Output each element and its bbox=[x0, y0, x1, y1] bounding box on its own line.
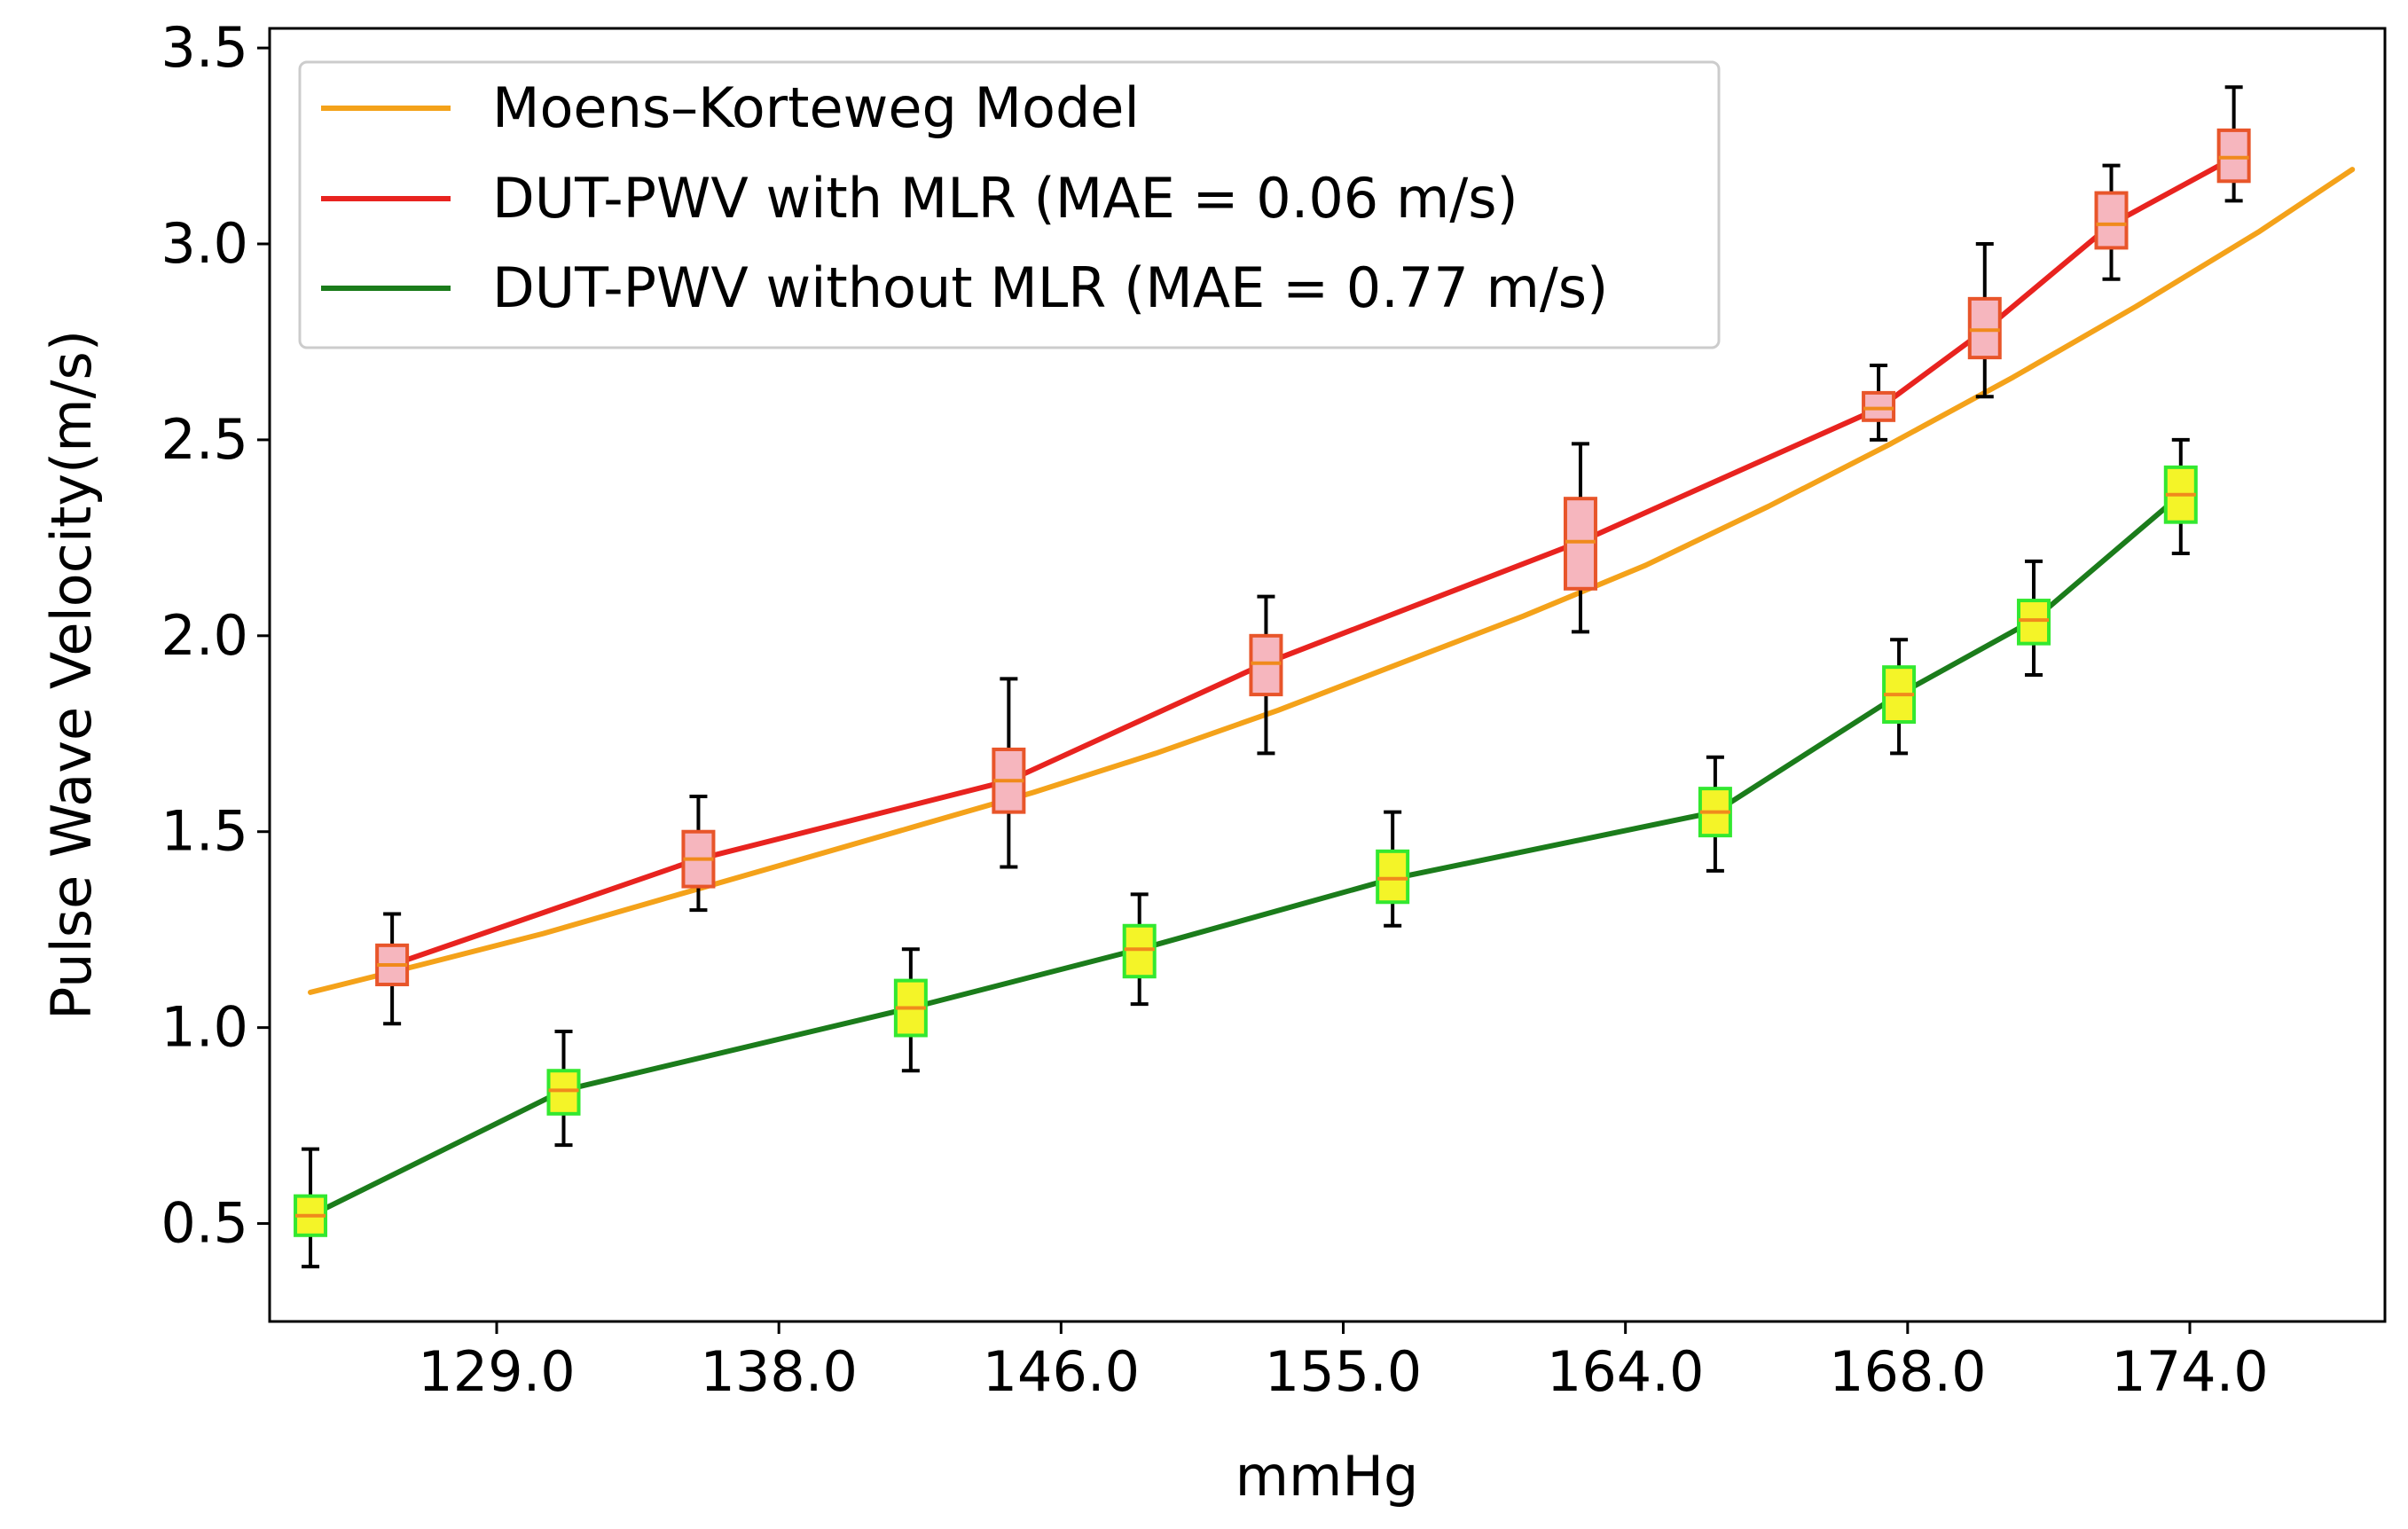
box-plot bbox=[2163, 437, 2198, 556]
series-layer bbox=[294, 85, 2356, 1269]
y-tick-label: 3.0 bbox=[161, 211, 248, 276]
box-plot bbox=[294, 1147, 328, 1269]
x-tick-label: 138.0 bbox=[700, 1339, 858, 1404]
box-body bbox=[2216, 128, 2251, 184]
box-body bbox=[1249, 633, 1283, 697]
box-body bbox=[1376, 849, 1410, 905]
box-plot bbox=[1882, 638, 1917, 756]
legend: Moens–Korteweg Model DUT-PWV with MLR (M… bbox=[298, 60, 1721, 349]
y-tick-label: 2.0 bbox=[161, 603, 248, 668]
series-boxes-1 bbox=[375, 85, 2251, 1026]
box-plot bbox=[1376, 810, 1410, 928]
y-tick-label: 2.5 bbox=[161, 407, 248, 472]
box-plot bbox=[546, 1030, 581, 1148]
x-tick-label: 164.0 bbox=[1547, 1339, 1705, 1404]
box-plot bbox=[375, 912, 410, 1026]
box-plot bbox=[1967, 242, 2002, 399]
box-plot bbox=[1862, 363, 1896, 442]
legend-label-without-mlr: DUT-PWV without MLR (MAE = 0.77 m/s) bbox=[492, 255, 1608, 320]
y-tick-label: 0.5 bbox=[161, 1191, 248, 1256]
box-plot bbox=[2017, 559, 2051, 677]
box-plot bbox=[1698, 755, 1732, 873]
x-tick-label: 146.0 bbox=[983, 1339, 1141, 1404]
series-line-0 bbox=[308, 167, 2356, 995]
box-plot bbox=[1249, 594, 1283, 756]
y-tick-label: 1.0 bbox=[161, 995, 248, 1060]
box-body bbox=[1122, 923, 1157, 979]
legend-frame bbox=[298, 60, 1721, 349]
legend-label-moens: Moens–Korteweg Model bbox=[492, 75, 1140, 140]
box-plot bbox=[1122, 892, 1157, 1007]
x-tick-label: 155.0 bbox=[1265, 1339, 1423, 1404]
y-tick-label: 3.5 bbox=[161, 15, 248, 80]
box-plot bbox=[2216, 85, 2251, 203]
box-body bbox=[1563, 497, 1597, 591]
x-tick-label: 174.0 bbox=[2111, 1339, 2269, 1404]
box-body bbox=[2094, 191, 2129, 250]
box-body bbox=[1967, 296, 2002, 360]
y-axis-label: Pulse Wave Velocity(m/s) bbox=[39, 330, 104, 1020]
x-tick-label: 168.0 bbox=[1829, 1339, 1987, 1404]
box-plot bbox=[992, 677, 1026, 869]
plot-frame bbox=[268, 27, 2387, 1323]
x-axis-label: mmHg bbox=[1235, 1444, 1419, 1509]
box-plot bbox=[1563, 442, 1597, 634]
box-plot bbox=[681, 794, 716, 913]
box-body bbox=[546, 1069, 581, 1116]
y-axis: 0.5 1.0 1.5 2.0 2.5 3.0 3.5 bbox=[161, 15, 270, 1256]
y-tick-label: 1.5 bbox=[161, 799, 248, 864]
box-plot bbox=[893, 947, 928, 1073]
x-tick-label: 129.0 bbox=[418, 1339, 576, 1404]
box-body bbox=[1862, 390, 1896, 422]
x-axis: 129.0 138.0 146.0 155.0 164.0 168.0 174.0 bbox=[418, 1321, 2269, 1404]
box-plot bbox=[2094, 163, 2129, 281]
box-body bbox=[2017, 599, 2051, 646]
series-boxes-2 bbox=[294, 437, 2198, 1269]
legend-label-with-mlr: DUT-PWV with MLR (MAE = 0.06 m/s) bbox=[492, 166, 1518, 231]
